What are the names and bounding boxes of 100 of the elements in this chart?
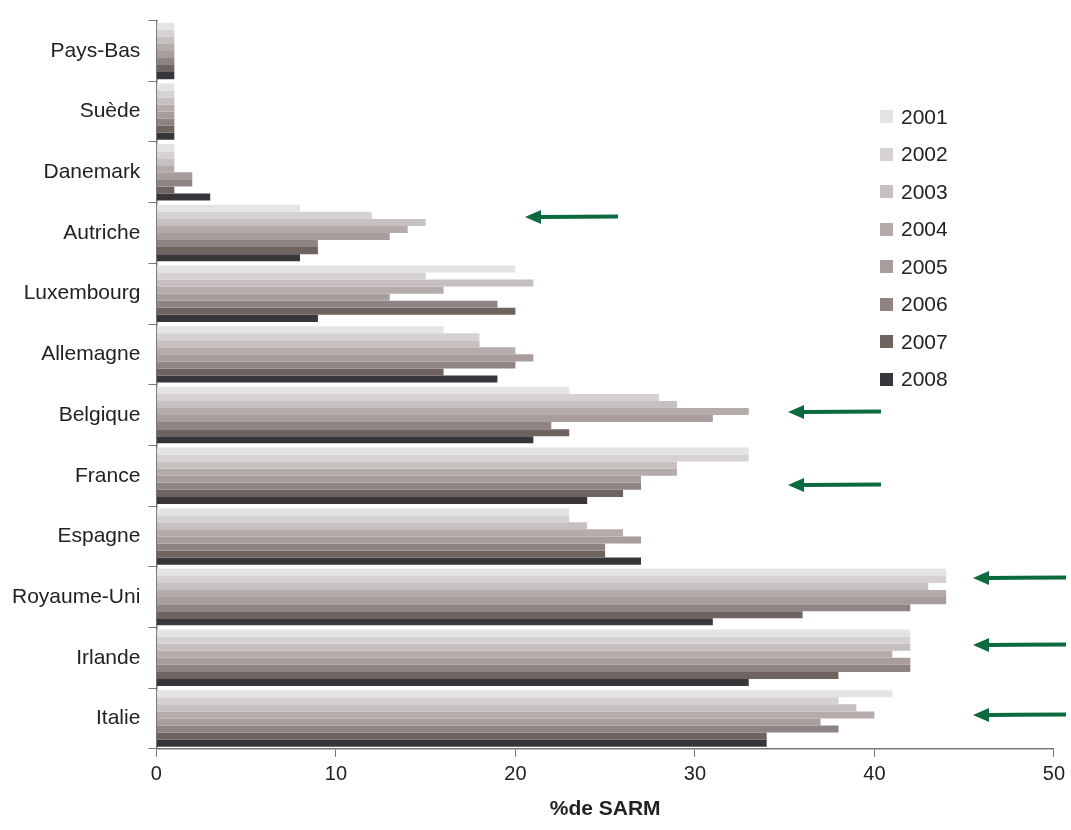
x-tick-label: 50 <box>1042 762 1065 785</box>
bar <box>156 279 534 287</box>
bar <box>156 300 498 308</box>
bar <box>156 697 839 705</box>
y-tick-label: Irlande <box>76 644 141 668</box>
bar <box>156 657 911 665</box>
bar <box>156 29 175 37</box>
legend-label: 2003 <box>901 179 948 204</box>
bar <box>156 568 947 576</box>
bar <box>156 489 624 497</box>
bar <box>156 36 175 44</box>
legend-label: 2006 <box>901 292 948 317</box>
bar <box>156 496 588 504</box>
bar <box>156 429 570 437</box>
bar <box>156 240 318 248</box>
bar <box>156 629 911 637</box>
y-tick-label: Allemagne <box>41 341 141 365</box>
bar <box>156 618 713 626</box>
y-tick-label: Italie <box>96 705 141 729</box>
bar <box>156 307 516 315</box>
bar <box>156 690 893 698</box>
legend-label: 2005 <box>901 254 948 279</box>
y-tick-label: France <box>75 462 141 486</box>
bar <box>156 50 175 58</box>
bar <box>156 314 318 322</box>
bar <box>156 522 588 530</box>
bar <box>156 739 767 747</box>
bar <box>156 104 175 112</box>
bar <box>156 375 498 383</box>
bar <box>156 557 642 565</box>
bar <box>156 179 193 187</box>
bar <box>156 165 175 173</box>
bar <box>156 172 193 180</box>
bar <box>156 611 803 619</box>
bar <box>156 354 534 362</box>
bar <box>156 65 175 73</box>
bar <box>156 272 426 280</box>
bar <box>156 293 390 301</box>
x-tick-label: 40 <box>863 762 886 785</box>
bar <box>156 664 911 672</box>
bar <box>156 218 426 226</box>
bar <box>156 436 534 444</box>
legend-label: 2007 <box>901 329 948 354</box>
bar <box>156 529 624 537</box>
bar <box>156 83 175 91</box>
bar <box>156 193 211 201</box>
bar <box>156 550 606 558</box>
bar <box>156 643 911 651</box>
bar <box>156 225 408 233</box>
bar <box>156 582 929 591</box>
bar <box>156 415 713 423</box>
bar <box>156 447 749 455</box>
bar <box>156 454 749 462</box>
legend-label: 2001 <box>901 104 948 129</box>
bar <box>156 422 552 430</box>
bar <box>156 575 947 583</box>
legend-label: 2004 <box>901 217 948 242</box>
bar <box>156 393 659 401</box>
bar <box>156 72 175 80</box>
bar <box>156 407 749 416</box>
bar <box>156 186 175 194</box>
bar <box>156 247 318 255</box>
y-tick-label: Danemark <box>43 159 141 183</box>
bar <box>156 590 947 598</box>
bar <box>156 671 839 679</box>
bar <box>156 650 893 658</box>
bar <box>156 347 516 355</box>
x-tick-label: 30 <box>683 762 706 785</box>
legend-label: 2008 <box>901 367 948 392</box>
bar <box>156 132 175 140</box>
y-tick-label: Autriche <box>63 219 141 243</box>
bar <box>156 211 372 219</box>
bar <box>156 732 767 740</box>
bar <box>156 340 480 348</box>
legend-label: 2002 <box>901 142 948 167</box>
bar <box>156 461 677 469</box>
bar <box>156 151 175 159</box>
bar <box>156 22 175 30</box>
y-tick-label: Espagne <box>57 523 141 547</box>
bar <box>156 361 516 369</box>
bar <box>156 704 857 712</box>
bar <box>156 90 175 98</box>
bar <box>156 543 606 551</box>
bar <box>156 368 444 376</box>
bar <box>156 400 677 408</box>
bar <box>156 725 839 733</box>
bar <box>156 111 175 119</box>
bar <box>156 604 911 612</box>
x-axis-title: %de SARM <box>549 796 661 820</box>
bar <box>156 118 175 126</box>
bar <box>156 326 444 334</box>
bar <box>156 711 875 719</box>
bar <box>156 475 642 483</box>
bar <box>156 254 300 262</box>
bar <box>156 97 175 105</box>
bar <box>156 58 175 66</box>
bar <box>156 386 570 394</box>
y-tick-label: Belgique <box>58 401 141 425</box>
y-tick-label: Luxembourg <box>23 280 141 304</box>
bar <box>156 718 821 726</box>
